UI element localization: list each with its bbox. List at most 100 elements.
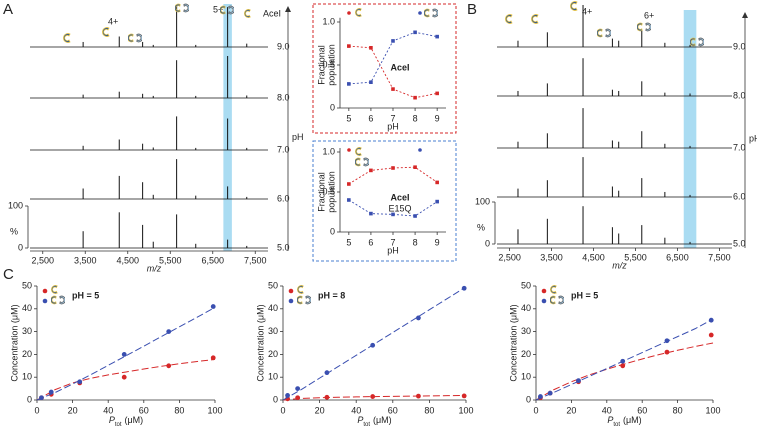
x-tick-label: 9	[435, 237, 440, 247]
y-tick-label: 10	[521, 372, 531, 382]
point	[413, 214, 417, 218]
legend-dot	[42, 288, 48, 294]
dimer-icon	[128, 33, 142, 43]
point	[210, 355, 216, 361]
y-tick-label: 0	[330, 226, 335, 236]
x-tick-label: 40	[351, 405, 361, 415]
dimer-icon	[51, 295, 65, 305]
y-tick-label: 10	[22, 372, 32, 382]
x-label: Ptot (μM)	[357, 415, 391, 427]
legend-dot	[347, 11, 351, 15]
point	[347, 198, 351, 202]
x-tick-label: 0	[533, 405, 538, 415]
annotation: 6+	[644, 10, 654, 20]
dimer-icon	[297, 295, 311, 305]
x-label-unit: (μM)	[623, 415, 642, 425]
y-label: Concentration (μM)	[508, 304, 518, 381]
monomer-icon	[297, 285, 304, 294]
monomer-icon	[355, 147, 362, 156]
x-tick-label: 100	[207, 405, 222, 415]
point	[295, 395, 301, 401]
legend-dot	[288, 298, 294, 304]
x-tick-label: 2,500	[31, 255, 54, 265]
annotation: 4+	[582, 6, 592, 16]
y-tick-label: 1.0	[322, 16, 335, 26]
dimer-icon	[424, 8, 438, 18]
x-label-sub: tot	[115, 422, 122, 428]
point	[166, 329, 172, 334]
y-tick-label: 10	[268, 372, 278, 382]
y-tick-label: 0	[485, 238, 490, 248]
point	[416, 393, 421, 399]
dimer-icon	[550, 295, 564, 305]
x-tick-label: 6	[368, 237, 373, 247]
x-tick-label: 4,500	[582, 252, 605, 262]
x-label-unit: (μM)	[373, 415, 392, 425]
x-label-main: P	[109, 415, 115, 425]
monomer-icon	[505, 14, 513, 24]
x-tick-label: 3,500	[540, 252, 563, 262]
y-tick-label: 100	[475, 196, 490, 206]
ph-label: 6.0	[277, 193, 290, 203]
point	[416, 315, 421, 321]
point	[369, 168, 373, 173]
ph-title: pH	[749, 133, 757, 143]
point	[435, 91, 439, 96]
x-tick-label: 0	[34, 405, 39, 415]
y-tick-label: 50	[521, 280, 531, 290]
x-tick-label: 7,500	[708, 252, 731, 262]
x-tick-label: 80	[424, 405, 434, 415]
y-tick-label: 30	[22, 326, 32, 336]
y-label: %	[10, 226, 18, 236]
y-tick-label: 1.0	[322, 146, 335, 156]
legend-title: pH = 5	[72, 290, 99, 300]
x-tick-label: 2,500	[498, 252, 521, 262]
x-tick-label: 8	[413, 237, 418, 247]
annotation: 4+	[108, 16, 118, 26]
ph-arrowhead	[742, 12, 748, 18]
dimer-icon	[597, 28, 611, 38]
x-tick-label: 9	[435, 113, 440, 123]
legend-dot	[541, 288, 547, 294]
x-tick-label: 7	[390, 237, 395, 247]
y-tick-label: 50	[268, 280, 278, 290]
annotation: 5+	[213, 4, 223, 14]
point	[576, 378, 581, 384]
y-tick-label: 20	[268, 349, 278, 359]
point	[547, 390, 553, 396]
point	[370, 342, 376, 348]
y-tick-label: 0.5	[322, 186, 335, 196]
y-tick-label: 0	[27, 394, 32, 404]
legend-dot	[418, 11, 422, 15]
point	[166, 363, 172, 369]
monomer-icon	[244, 9, 251, 18]
x-label-main: P	[607, 415, 613, 425]
ph-label: 9.0	[733, 41, 746, 51]
point	[369, 211, 373, 216]
y-tick-label: 30	[268, 326, 278, 336]
point	[295, 386, 301, 391]
x-tick-label: 7,500	[244, 255, 267, 265]
x-label: Ptot (μM)	[607, 415, 641, 427]
x-label-unit: (μM)	[125, 415, 144, 425]
y-tick-label: 0	[526, 394, 531, 404]
point	[461, 393, 467, 399]
ph-label: 7.0	[733, 142, 746, 152]
legend-dot	[418, 148, 422, 152]
point	[538, 394, 543, 399]
point	[435, 199, 439, 204]
x-label: m/z	[612, 260, 627, 270]
x-tick-label: 7	[390, 113, 395, 123]
y-tick-label: 20	[521, 349, 531, 359]
x-label: pH	[387, 245, 399, 255]
x-label-sub: tot	[363, 422, 370, 428]
fit-line	[535, 342, 714, 401]
point	[347, 182, 351, 186]
point	[664, 349, 670, 355]
y-tick-label: 20	[22, 349, 32, 359]
fit-line	[282, 286, 467, 401]
y-label: population	[326, 171, 336, 213]
point	[121, 374, 127, 380]
point	[708, 317, 714, 323]
monomer-icon	[550, 285, 557, 294]
